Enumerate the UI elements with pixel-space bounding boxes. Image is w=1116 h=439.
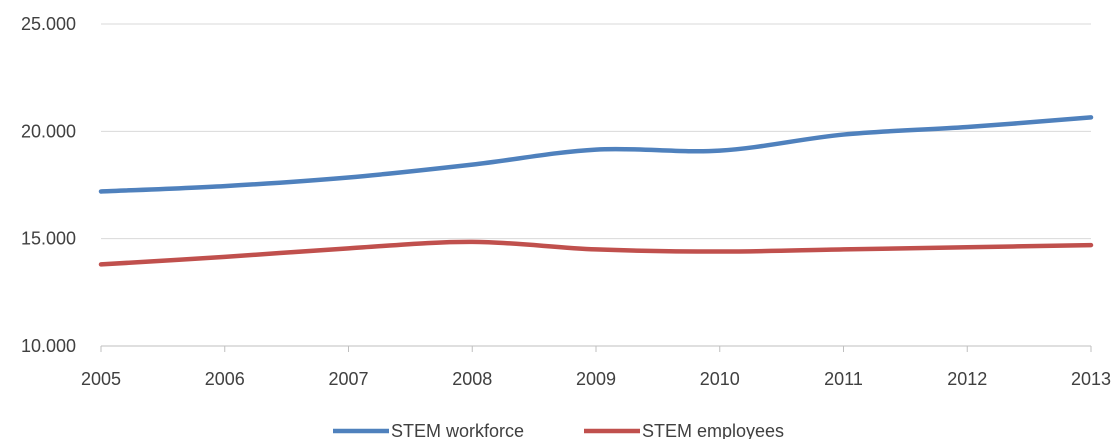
series-lines [98,115,1094,267]
x-tick-label: 2010 [700,369,740,389]
y-tick-label: 15.000 [21,229,76,249]
x-tick-label: 2011 [824,369,863,389]
x-tick-label: 2008 [452,369,492,389]
y-tick-label: 25.000 [21,14,76,34]
x-axis-labels: 2005 2006 2007 2008 2009 2010 2011 2012 2013 [81,369,1111,389]
x-tick-label: 2012 [947,369,987,389]
x-tick-label: 2013 [1071,369,1111,389]
series-line-1 [98,115,1094,194]
series-line-2 [98,239,1094,267]
gridlines [101,23,1091,240]
x-tick-label: 2005 [81,369,121,389]
legend: STEM workforce STEM employees [333,421,784,439]
x-tick-label: 2009 [576,369,616,389]
x-tick-label: 2006 [205,369,245,389]
x-tick-label: 2007 [328,369,368,389]
y-tick-label: 10.000 [21,336,76,356]
legend-label: STEM employees [642,421,784,439]
y-axis-labels: 10.000 15.000 20.000 25.000 [21,14,76,356]
y-tick-label: 20.000 [21,121,76,141]
x-axis [100,345,1092,352]
legend-label: STEM workforce [391,421,524,439]
